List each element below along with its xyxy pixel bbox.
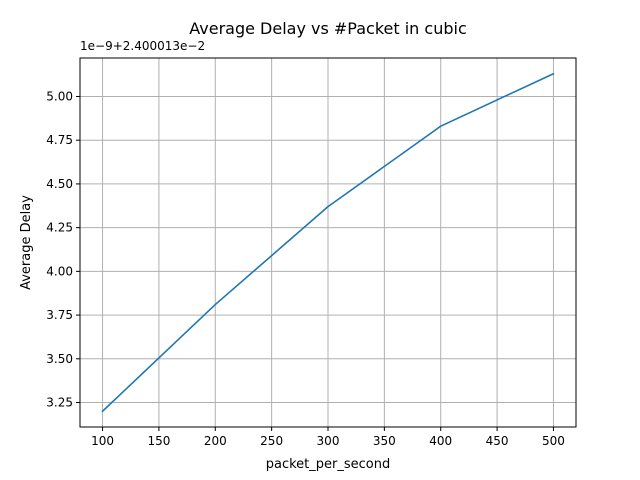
y-tick-label: 5.00 — [46, 89, 73, 103]
y-tick-label: 4.50 — [46, 177, 73, 191]
y-tick-label: 3.75 — [46, 308, 73, 322]
x-tick-label: 250 — [260, 434, 283, 448]
x-tick-label: 200 — [204, 434, 227, 448]
y-axis-label: Average Delay — [19, 195, 34, 290]
y-tick-label: 4.75 — [46, 133, 73, 147]
x-tick-label: 450 — [486, 434, 509, 448]
y-tick-label: 3.25 — [46, 396, 73, 410]
series-layer — [101, 72, 555, 413]
chart-title: Average Delay vs #Packet in cubic — [189, 19, 467, 38]
series-line — [101, 72, 555, 413]
grid-lines — [80, 58, 576, 427]
x-tick-label: 500 — [542, 434, 565, 448]
ticks: 100 150 200 250 300 350 400 450 500 3.25 3.50 3.75 4… — [46, 89, 565, 448]
x-axis-label: packet_per_second — [266, 457, 390, 472]
x-tick-label: 300 — [317, 434, 340, 448]
x-tick-label: 400 — [429, 434, 452, 448]
x-tick-label: 150 — [147, 434, 170, 448]
y-tick-label: 4.25 — [46, 221, 73, 235]
x-tick-label: 350 — [373, 434, 396, 448]
y-axis-offset-label: 1e−9+2.400013e−2 — [80, 39, 205, 53]
y-tick-label: 3.50 — [46, 352, 73, 366]
x-tick-label: 100 — [91, 434, 114, 448]
y-tick-label: 4.00 — [46, 264, 73, 278]
